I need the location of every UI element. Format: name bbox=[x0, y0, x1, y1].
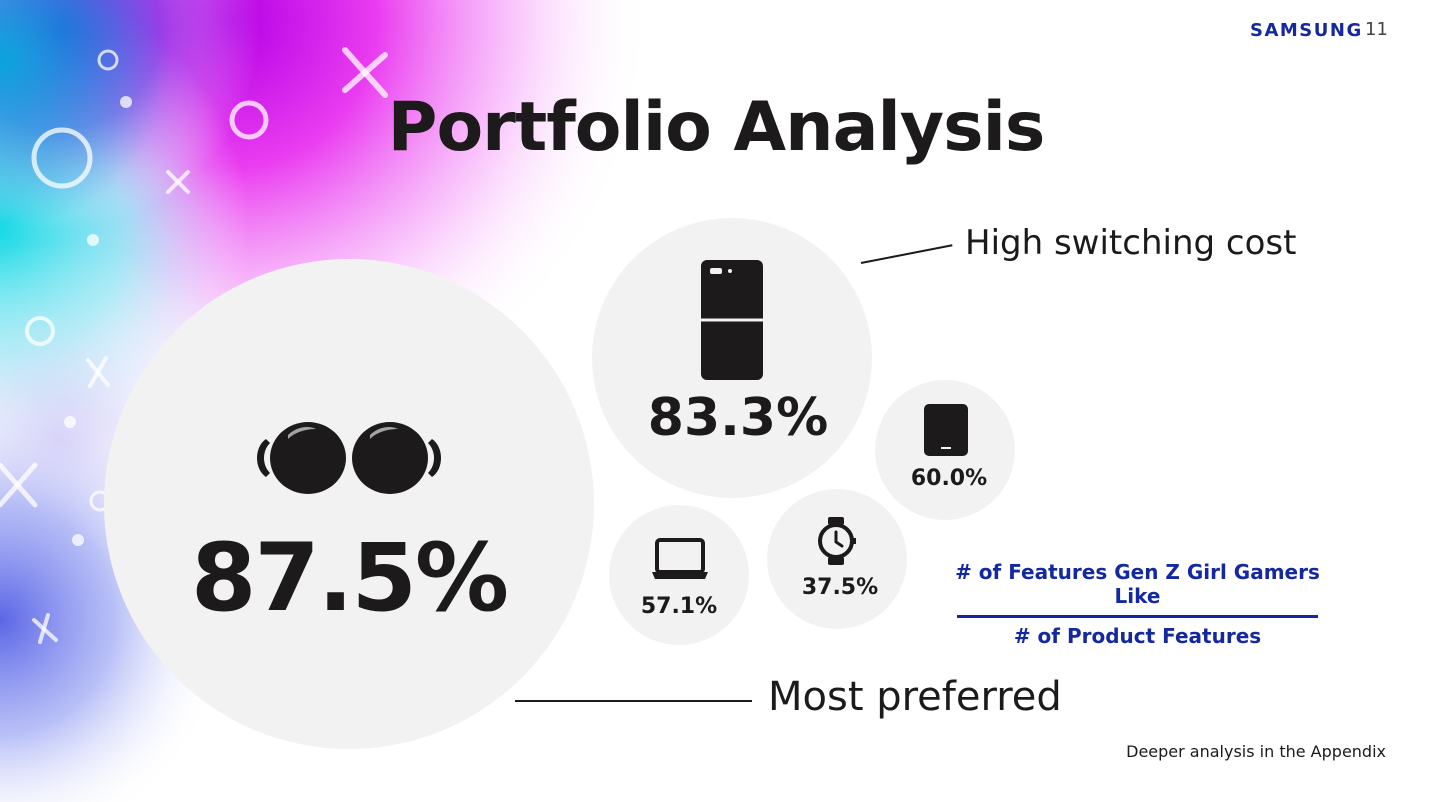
samsung-logo: SAMSUNG bbox=[1250, 20, 1363, 41]
smartwatch-percentage: 37.5% bbox=[801, 575, 879, 600]
high-switching-cost-leader-line bbox=[860, 244, 953, 264]
bubble-earbuds: 87.5% bbox=[104, 259, 594, 749]
earbuds-percentage: 87.5% bbox=[190, 524, 509, 633]
bubble-tablet: 60.0% bbox=[875, 380, 1015, 520]
foldable-phone-percentage: 83.3% bbox=[647, 388, 829, 448]
earbuds-icon bbox=[257, 422, 441, 494]
laptop-percentage: 57.1% bbox=[640, 594, 718, 619]
formula-numerator: # of Features Gen Z Girl Gamers Like bbox=[955, 560, 1320, 608]
formula-denominator: # of Product Features bbox=[1013, 624, 1262, 648]
smartwatch-icon bbox=[818, 517, 856, 565]
most-preferred-leader-line bbox=[515, 700, 752, 702]
laptop-icon bbox=[652, 538, 708, 579]
tablet-icon bbox=[924, 404, 968, 456]
bubble-foldable-phone: 83.3% bbox=[592, 218, 872, 498]
most-preferred-label: Most preferred bbox=[768, 674, 1062, 720]
decorative-shapes bbox=[0, 47, 388, 644]
formula-fraction-bar bbox=[957, 615, 1318, 618]
bubble-smartwatch: 37.5% bbox=[767, 489, 907, 629]
foldable-phone-icon bbox=[701, 260, 763, 380]
bubble-laptop: 57.1% bbox=[609, 505, 749, 645]
page-title: Portfolio Analysis bbox=[387, 88, 1046, 167]
appendix-footnote: Deeper analysis in the Appendix bbox=[1126, 742, 1386, 761]
metric-formula: # of Features Gen Z Girl Gamers Like # o… bbox=[945, 560, 1330, 648]
high-switching-cost-label: High switching cost bbox=[965, 223, 1297, 263]
tablet-percentage: 60.0% bbox=[910, 466, 988, 491]
page-number: 11 bbox=[1365, 19, 1388, 40]
